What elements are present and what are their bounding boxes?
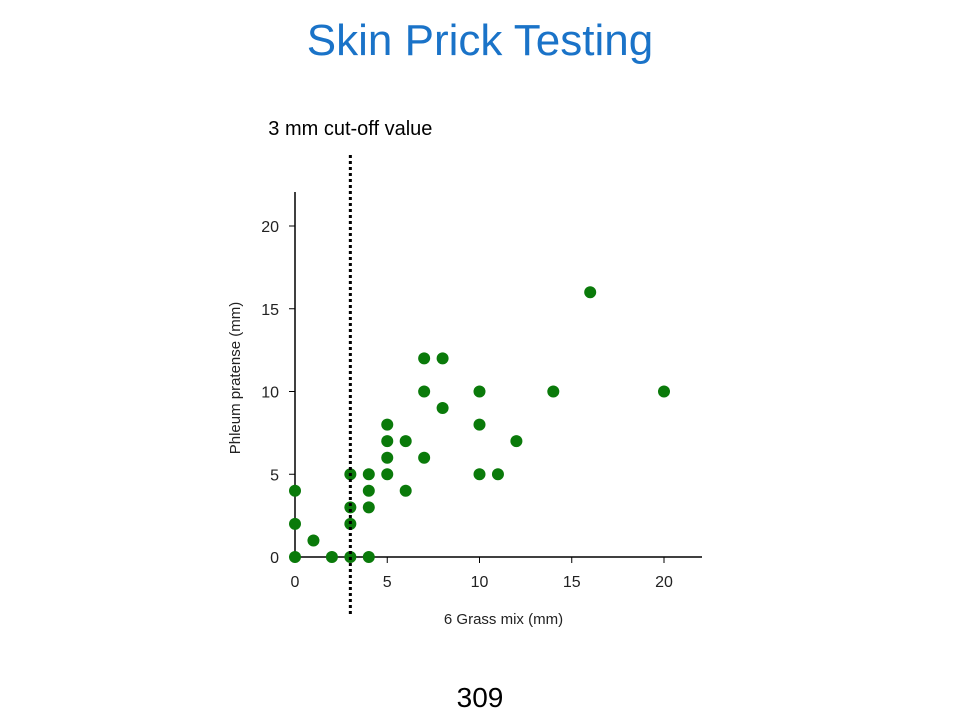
axes (294, 192, 702, 558)
data-point (510, 435, 523, 448)
data-point (381, 468, 394, 481)
data-point (381, 451, 394, 464)
y-tick-label: 20 (261, 219, 279, 236)
x-tick-label: 10 (471, 574, 489, 591)
data-point (289, 551, 301, 563)
data-point (381, 435, 394, 448)
data-point (473, 385, 486, 398)
slide-title: Skin Prick Testing (306, 16, 654, 65)
x-axis-label: 6 Grass mix (mm) (444, 611, 563, 628)
x-tick-label: 20 (655, 574, 673, 591)
data-point (344, 501, 357, 514)
data-point (362, 468, 375, 481)
data-point (289, 484, 301, 497)
tick-group: 0 5 10 15 20 0 5 10 15 20 (261, 219, 673, 591)
data-point (418, 385, 431, 398)
data-point (658, 385, 670, 398)
data-point (381, 418, 394, 431)
x-tick-label: 15 (563, 574, 581, 591)
x-tick-label: 5 (383, 574, 392, 591)
y-tick-label: 10 (261, 385, 279, 402)
data-point (547, 385, 560, 398)
data-point (436, 402, 449, 415)
y-tick-label: 5 (270, 467, 279, 484)
data-point (491, 468, 504, 481)
data-point (584, 286, 597, 299)
data-points (289, 286, 670, 563)
data-point (307, 534, 320, 547)
data-point (362, 484, 375, 497)
data-point (399, 484, 412, 497)
page-number: 309 (456, 682, 504, 713)
y-tick-label: 15 (261, 302, 279, 319)
y-axis-label: Phleum pratense (mm) (227, 302, 244, 455)
data-point (418, 451, 431, 464)
data-point (399, 435, 412, 448)
data-point (362, 501, 375, 514)
data-point (289, 517, 301, 530)
data-point (436, 352, 449, 365)
y-tick-label: 0 (270, 550, 279, 567)
data-point (473, 418, 486, 431)
data-point (473, 468, 486, 481)
data-point (362, 551, 375, 563)
data-point (325, 551, 338, 563)
cutoff-annotation: 3 mm cut-off value (268, 118, 432, 140)
x-tick-label: 0 (291, 574, 300, 591)
data-point (418, 352, 431, 365)
